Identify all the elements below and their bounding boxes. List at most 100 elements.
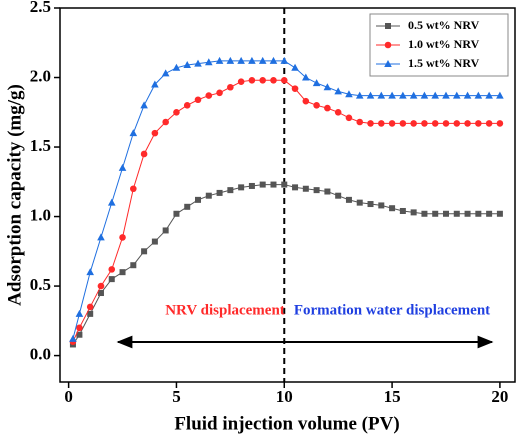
marker — [204, 58, 213, 66]
marker — [280, 76, 288, 84]
marker — [399, 91, 407, 99]
marker — [129, 129, 138, 137]
marker — [420, 91, 429, 99]
marker — [409, 91, 418, 99]
x-axis-title: Fluid injection volume (PV) — [174, 413, 399, 434]
marker — [119, 269, 126, 276]
marker — [281, 181, 288, 188]
marker — [302, 185, 309, 192]
marker — [377, 91, 386, 99]
marker — [195, 196, 202, 203]
marker — [475, 120, 482, 127]
marker — [399, 120, 407, 127]
marker — [464, 120, 471, 127]
marker — [324, 188, 331, 195]
marker — [259, 181, 266, 188]
marker — [496, 210, 503, 217]
marker — [76, 324, 83, 332]
marker — [194, 96, 202, 104]
marker — [151, 129, 159, 137]
marker — [259, 76, 267, 84]
marker — [453, 210, 460, 217]
marker — [389, 205, 396, 212]
x-tick-label: 10 — [276, 387, 293, 406]
marker — [345, 114, 353, 122]
marker — [194, 59, 202, 67]
marker — [270, 76, 277, 84]
annotation: NRV displacement — [165, 302, 285, 318]
marker — [345, 90, 353, 98]
marker — [248, 56, 256, 64]
marker — [173, 210, 180, 217]
marker — [474, 91, 483, 99]
marker — [432, 210, 439, 217]
marker — [302, 97, 310, 105]
y-tick-label: 2.5 — [30, 0, 51, 16]
marker — [356, 118, 364, 126]
marker — [302, 73, 310, 81]
series-line — [72, 184, 500, 345]
marker — [69, 334, 77, 342]
marker — [86, 268, 94, 276]
marker — [205, 92, 213, 99]
marker — [323, 83, 332, 91]
marker — [97, 233, 105, 241]
y-tick-label: 1.0 — [30, 205, 51, 224]
marker — [140, 101, 148, 109]
marker — [312, 79, 321, 87]
marker — [97, 290, 104, 297]
marker — [173, 108, 180, 116]
marker — [355, 91, 364, 99]
x-tick-label: 0 — [64, 387, 73, 406]
marker — [345, 196, 352, 203]
annotation: Formation water displacement — [294, 302, 490, 318]
marker — [410, 120, 417, 127]
marker — [378, 202, 385, 209]
marker — [248, 182, 255, 189]
marker — [366, 91, 375, 99]
marker — [410, 209, 417, 216]
marker — [496, 91, 504, 99]
y-tick-label: 2.0 — [30, 66, 51, 85]
marker — [151, 238, 158, 245]
marker — [388, 91, 396, 99]
marker — [442, 91, 450, 99]
marker — [108, 266, 116, 273]
marker — [388, 120, 396, 127]
legend-marker — [384, 41, 392, 49]
marker — [172, 63, 181, 71]
marker — [237, 56, 245, 64]
marker — [421, 210, 428, 217]
marker — [464, 210, 471, 217]
marker — [226, 56, 235, 64]
marker — [486, 210, 493, 217]
marker — [475, 210, 482, 217]
marker — [87, 310, 94, 317]
marker — [162, 118, 169, 126]
marker — [442, 210, 449, 217]
marker — [324, 104, 331, 112]
marker — [215, 56, 224, 64]
marker — [119, 234, 126, 241]
marker — [334, 108, 342, 116]
marker — [108, 276, 115, 283]
marker — [485, 91, 493, 99]
marker — [216, 189, 223, 196]
marker — [442, 120, 450, 127]
marker — [453, 120, 461, 127]
marker — [140, 150, 148, 158]
marker — [97, 282, 105, 290]
marker — [280, 56, 289, 64]
marker — [313, 187, 320, 194]
y-axis-title: Adsorption capacity (mg/g) — [4, 84, 25, 306]
marker — [237, 78, 245, 85]
marker — [107, 198, 116, 206]
marker — [367, 120, 374, 127]
marker — [291, 63, 299, 71]
marker — [141, 248, 148, 255]
x-tick-label: 15 — [384, 387, 401, 406]
marker — [75, 309, 84, 317]
marker — [162, 227, 169, 234]
marker — [431, 91, 440, 99]
